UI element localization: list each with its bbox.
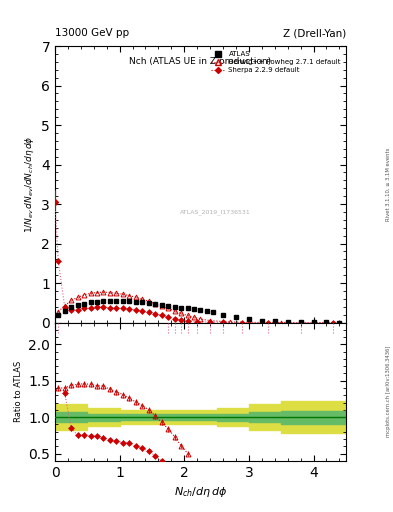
Text: Nch (ATLAS UE in Z production): Nch (ATLAS UE in Z production): [129, 57, 272, 66]
Text: Z (Drell-Yan): Z (Drell-Yan): [283, 28, 346, 38]
Text: ATLAS_2019_I1736531: ATLAS_2019_I1736531: [180, 209, 250, 215]
X-axis label: $N_{ch}/d\eta\,d\phi$: $N_{ch}/d\eta\,d\phi$: [174, 485, 227, 499]
Y-axis label: Ratio to ATLAS: Ratio to ATLAS: [14, 361, 23, 422]
Y-axis label: $1/N_{ev}\,dN_{ev}/dN_{ch}/d\eta\,d\phi$: $1/N_{ev}\,dN_{ev}/dN_{ch}/d\eta\,d\phi$: [23, 136, 36, 233]
Text: Rivet 3.1.10, ≥ 3.1M events: Rivet 3.1.10, ≥ 3.1M events: [386, 147, 391, 221]
Text: 13000 GeV pp: 13000 GeV pp: [55, 28, 129, 38]
Text: mcplots.cern.ch [arXiv:1306.3436]: mcplots.cern.ch [arXiv:1306.3436]: [386, 346, 391, 437]
Legend: ATLAS, Herwig++ Powheg 2.7.1 default, Sherpa 2.2.9 default: ATLAS, Herwig++ Powheg 2.7.1 default, Sh…: [210, 50, 342, 75]
